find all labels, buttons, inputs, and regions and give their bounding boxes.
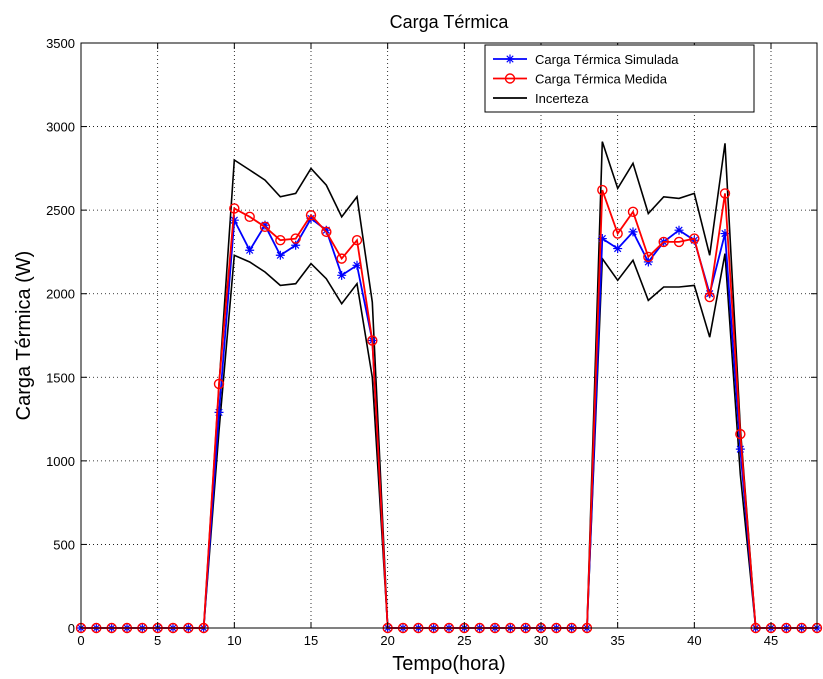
x-tick-label: 5	[154, 633, 161, 648]
star-marker	[245, 245, 255, 255]
chart-title: Carga Térmica	[390, 12, 510, 32]
circle-marker	[704, 291, 715, 303]
star-marker	[720, 229, 730, 239]
star-marker	[337, 270, 347, 280]
star-marker	[674, 225, 684, 235]
y-tick-label: 1500	[46, 370, 75, 385]
y-tick-label: 2500	[46, 203, 75, 218]
y-tick-label: 500	[53, 537, 75, 552]
star-marker	[229, 215, 239, 225]
series-5	[586, 253, 757, 629]
circle-marker	[336, 253, 347, 264]
x-tick-label: 25	[457, 633, 471, 648]
circle-marker	[504, 73, 516, 84]
x-axis: 0 5 10 15 20 25 30 35 40 45	[77, 43, 778, 648]
circle-marker	[290, 233, 301, 244]
x-tick-label: 30	[534, 633, 548, 648]
star-marker	[613, 244, 623, 254]
star-marker	[505, 54, 515, 64]
circle-marker	[367, 335, 378, 346]
legend-item-0: Carga Térmica Simulada	[493, 52, 679, 67]
star-marker	[597, 234, 607, 244]
x-tick-label: 15	[304, 633, 318, 648]
x-axis-label: Tempo(hora)	[392, 653, 505, 675]
circle-marker	[612, 228, 623, 239]
star-marker	[291, 240, 301, 250]
x-tick-label: 10	[227, 633, 241, 648]
star-marker	[214, 407, 224, 417]
circle-marker	[689, 233, 700, 244]
x-tick-label: 40	[687, 633, 701, 648]
circle-marker	[259, 221, 271, 233]
y-tick-label: 2000	[46, 287, 75, 302]
series-line	[586, 141, 757, 629]
star-marker	[321, 225, 331, 235]
series-line	[202, 158, 389, 629]
y-tick-label: 3500	[46, 36, 75, 51]
circle-marker	[321, 226, 332, 238]
legend-label: Carga Térmica Simulada	[535, 52, 679, 67]
legend-label: Incerteza	[535, 91, 589, 106]
series-2	[202, 158, 389, 629]
circle-marker	[735, 428, 746, 440]
star-marker	[628, 227, 638, 237]
star-marker	[306, 214, 316, 223]
y-tick-label: 3000	[46, 120, 75, 135]
grid-lines	[81, 43, 817, 628]
plot-area	[81, 43, 817, 628]
y-tick-label: 0	[68, 621, 75, 636]
legend-label: Carga Térmica Medida	[535, 72, 668, 87]
series-3	[202, 254, 389, 629]
legend-item-1: Carga Térmica Medida	[493, 72, 668, 87]
x-tick-label: 35	[610, 633, 624, 648]
series-line	[202, 254, 389, 629]
star-marker	[260, 220, 270, 230]
series-line	[586, 253, 757, 629]
circle-marker	[658, 236, 669, 248]
plot-frame	[80, 42, 818, 629]
star-marker	[352, 260, 362, 270]
circle-marker	[673, 236, 685, 248]
circle-marker	[719, 188, 731, 199]
circle-marker	[275, 235, 286, 246]
circle-marker	[597, 184, 608, 196]
x-tick-label: 20	[380, 633, 394, 648]
circle-marker	[351, 235, 363, 246]
star-marker	[275, 250, 285, 260]
circle-marker	[244, 211, 255, 223]
circle-marker	[229, 203, 240, 214]
x-tick-label: 45	[764, 633, 778, 648]
circle-marker	[627, 206, 639, 218]
series-4	[586, 141, 757, 629]
legend-item-2: Incerteza	[493, 91, 589, 106]
y-tick-label: 1000	[46, 454, 75, 469]
y-axis: 0 500 1000 1500 2000 2500 3000 3500	[46, 36, 817, 636]
x-tick-label: 0	[77, 633, 84, 648]
circle-marker	[213, 378, 225, 390]
y-axis-label: Carga Térmica (W)	[13, 251, 35, 421]
star-marker	[735, 444, 745, 454]
legend: Carga Térmica Simulada Carga Térmica Medi…	[484, 44, 755, 113]
legend-box	[484, 44, 755, 113]
circle-marker	[305, 209, 317, 221]
circle-marker	[643, 251, 654, 263]
